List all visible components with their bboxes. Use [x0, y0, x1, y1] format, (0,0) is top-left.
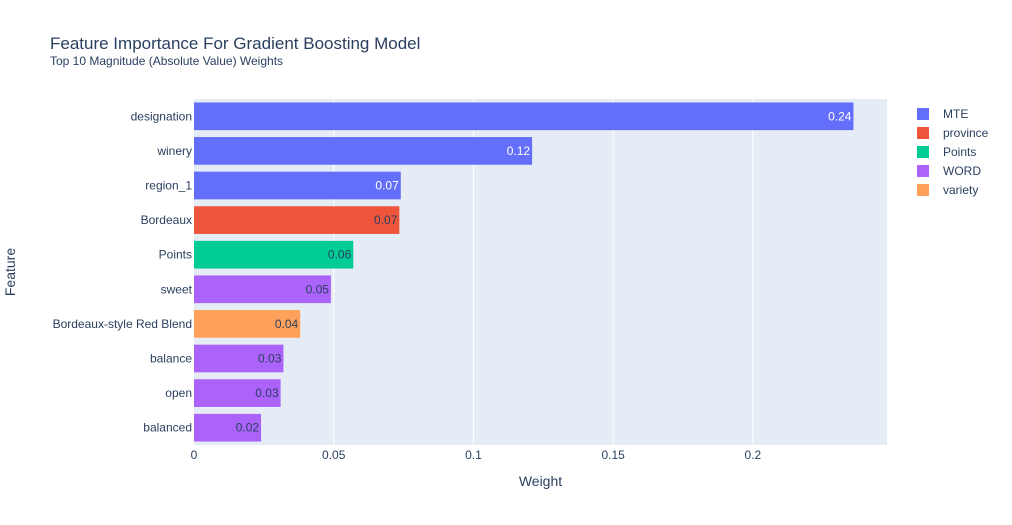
legend-swatch [917, 127, 929, 139]
bar [194, 137, 533, 165]
bar-value-label: 0.24 [828, 109, 852, 123]
legend-label: province [943, 126, 989, 140]
x-tick-label: 0.1 [465, 448, 482, 462]
legend-label: MTE [943, 107, 968, 121]
bar [194, 171, 401, 200]
bar-value-label: 0.12 [507, 144, 531, 158]
legend-label: Points [943, 145, 976, 159]
y-tick-labels: designation winery region_1 Bordeaux Points s… [53, 109, 193, 434]
bar-value-label: 0.07 [374, 213, 398, 227]
y-axis-title: Feature [2, 248, 18, 296]
y-tick-label: Bordeaux-style Red Blend [53, 317, 192, 331]
bar [194, 240, 354, 269]
x-axis-title: Weight [519, 473, 562, 489]
bar [194, 310, 301, 338]
bar [194, 344, 284, 373]
bar [194, 275, 331, 304]
bar [194, 379, 281, 407]
y-tick-label: balanced [143, 421, 192, 435]
x-tick-label: 0.15 [601, 448, 625, 462]
x-tick-labels: 0 0.05 0.1 0.15 0.2 [191, 448, 762, 462]
legend-swatch [917, 146, 929, 158]
bars: 0.24 0.12 0.07 0.07 0.06 0.05 0.04 0.03 0.03 0.02 [194, 102, 854, 442]
y-tick-label: sweet [161, 282, 193, 296]
legend-swatch [917, 108, 929, 120]
y-tick-label: Points [159, 248, 192, 262]
y-tick-label: designation [131, 109, 192, 123]
legend: MTE province Points WORD variety [917, 107, 989, 197]
bar [194, 102, 854, 131]
bar-value-label: 0.03 [255, 386, 279, 400]
y-tick-label: winery [156, 144, 192, 158]
bar-value-label: 0.06 [328, 248, 352, 262]
bar-value-label: 0.03 [258, 352, 282, 366]
x-tick-label: 0 [191, 448, 198, 462]
y-tick-label: region_1 [145, 179, 192, 193]
bar-value-label: 0.02 [236, 421, 260, 435]
bar-value-label: 0.04 [275, 317, 299, 331]
legend-swatch [917, 184, 929, 196]
y-tick-label: Bordeaux [141, 213, 192, 227]
y-tick-label: balance [150, 352, 192, 366]
x-tick-label: 0.2 [745, 448, 762, 462]
legend-label: WORD [943, 164, 981, 178]
chart-subtitle: Top 10 Magnitude (Absolute Value) Weight… [50, 54, 284, 68]
y-tick-label: open [165, 386, 192, 400]
bar-value-label: 0.05 [306, 282, 330, 296]
x-tick-label: 0.05 [322, 448, 346, 462]
legend-swatch [917, 165, 929, 177]
bar [194, 206, 400, 234]
bar [194, 413, 262, 442]
bar-value-label: 0.07 [375, 179, 399, 193]
legend-label: variety [943, 183, 978, 197]
chart-title: Feature Importance For Gradient Boosting… [50, 34, 421, 53]
